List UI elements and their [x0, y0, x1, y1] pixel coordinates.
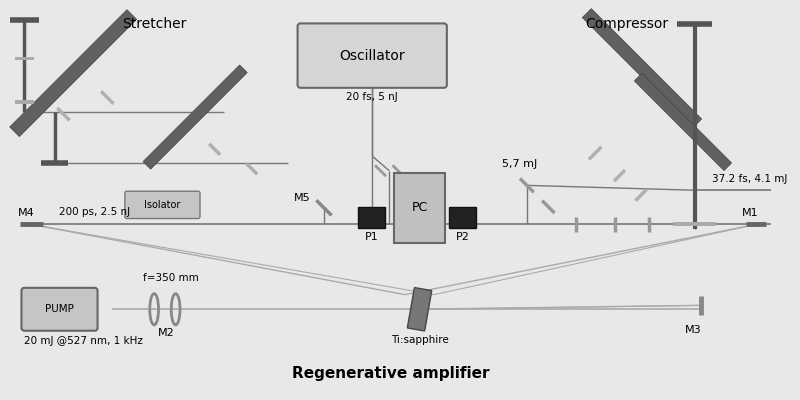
- Bar: [394, 173, 445, 243]
- Bar: [582, 9, 702, 128]
- Text: 20 fs, 5 nJ: 20 fs, 5 nJ: [346, 92, 398, 102]
- Bar: [14, 56, 34, 60]
- Bar: [10, 10, 137, 137]
- Text: Stretcher: Stretcher: [122, 17, 186, 31]
- Text: PC: PC: [411, 201, 428, 214]
- Text: 37.2 fs, 4.1 mJ: 37.2 fs, 4.1 mJ: [712, 174, 788, 184]
- Bar: [14, 100, 34, 104]
- FancyBboxPatch shape: [22, 288, 98, 331]
- Bar: [143, 65, 247, 169]
- Bar: [407, 288, 432, 331]
- Text: 5,7 mJ: 5,7 mJ: [502, 159, 538, 169]
- Text: Ti:sapphire: Ti:sapphire: [390, 336, 449, 346]
- Text: f=350 mm: f=350 mm: [143, 273, 198, 283]
- Text: PUMP: PUMP: [45, 304, 74, 314]
- Bar: [674, 222, 716, 226]
- Text: Compressor: Compressor: [585, 17, 668, 31]
- Bar: [634, 73, 731, 170]
- Text: 20 mJ @527 nm, 1 kHz: 20 mJ @527 nm, 1 kHz: [24, 336, 143, 346]
- Text: M1: M1: [742, 208, 758, 218]
- Text: M5: M5: [294, 193, 310, 203]
- Text: Regenerative amplifier: Regenerative amplifier: [291, 366, 489, 381]
- FancyBboxPatch shape: [298, 24, 447, 88]
- Text: Oscillator: Oscillator: [339, 49, 405, 63]
- Text: P2: P2: [455, 232, 470, 242]
- Text: P1: P1: [365, 232, 378, 242]
- Text: M4: M4: [18, 208, 34, 218]
- Text: Isolator: Isolator: [144, 200, 181, 210]
- Text: 200 ps, 2.5 nJ: 200 ps, 2.5 nJ: [58, 207, 130, 217]
- Bar: [358, 207, 386, 228]
- Text: M2: M2: [158, 328, 174, 338]
- Bar: [449, 207, 476, 228]
- FancyBboxPatch shape: [125, 191, 200, 218]
- Text: M3: M3: [685, 325, 701, 335]
